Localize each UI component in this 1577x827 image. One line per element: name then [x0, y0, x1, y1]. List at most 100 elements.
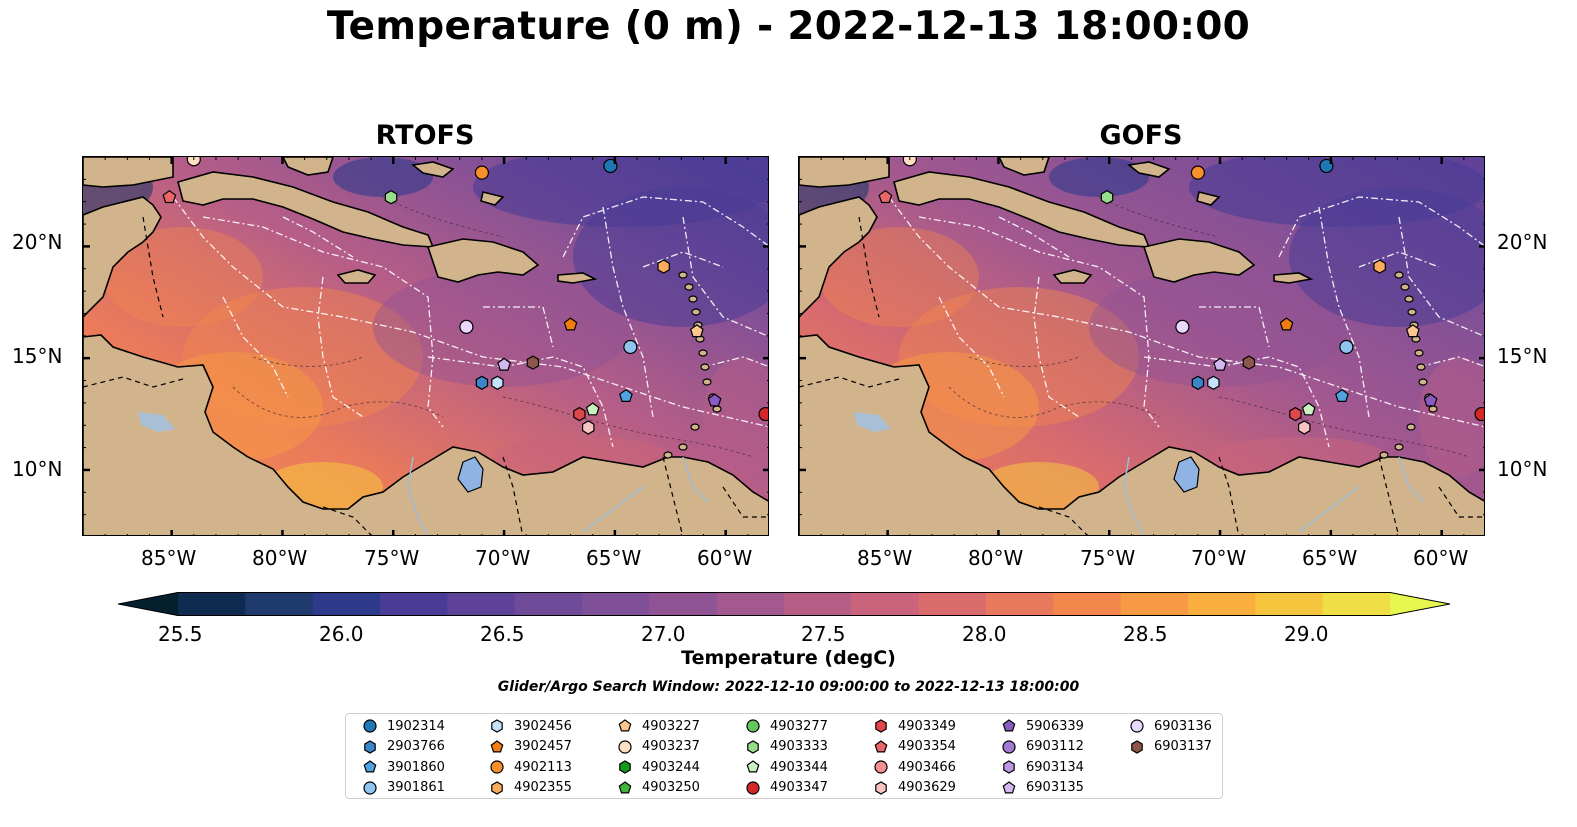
- colorbar-segment: [1322, 592, 1391, 616]
- rtofs-map[interactable]: [82, 156, 769, 536]
- hexagon-marker-icon: [619, 760, 631, 774]
- island: [678, 271, 688, 279]
- legend-item: 5906339: [1001, 717, 1084, 735]
- legend-marker-1902314: [363, 719, 377, 733]
- legend-item: 6903112: [1001, 738, 1084, 756]
- float-3901860-marker: [619, 388, 633, 402]
- legend-label: 4903466: [898, 759, 956, 775]
- colorbar-tick: 26.0: [319, 622, 364, 646]
- border-line: [322, 506, 372, 535]
- land-layer: [83, 157, 768, 535]
- island: [1407, 308, 1417, 316]
- land-polygon: [336, 269, 377, 284]
- country-borders: [799, 216, 1484, 535]
- float-4903354-marker: [878, 189, 893, 204]
- lake-maracaibo: [457, 456, 484, 493]
- legend-item: 4903227: [617, 717, 700, 735]
- rtofs-panel-title: RTOFS: [375, 120, 475, 151]
- colorbar-tick: 28.0: [962, 622, 1007, 646]
- hexagon-marker-icon: [875, 780, 887, 795]
- island: [1418, 378, 1428, 386]
- lon-tick: 75°W: [1080, 546, 1136, 570]
- float-4902355-marker: [1373, 259, 1386, 274]
- lon-tick: 70°W: [475, 546, 531, 570]
- depth-contour: [502, 396, 754, 458]
- legend-item: 4903349: [873, 717, 956, 735]
- circle-marker-icon: [618, 739, 632, 754]
- float-4902113-marker: [1190, 165, 1206, 180]
- lat-tick: 15°N: [1497, 344, 1548, 368]
- float-4902113-marker: [474, 165, 490, 180]
- river-line: [1123, 456, 1144, 535]
- float-4903237-marker: [902, 157, 917, 167]
- region-boundary: [222, 296, 289, 398]
- colorbar-segment: [1053, 592, 1122, 616]
- float-4903349-marker: [573, 406, 586, 422]
- gofs-panel-title: GOFS: [1099, 120, 1183, 151]
- float-4903227-marker: [1405, 324, 1420, 338]
- float-3902456-marker: [491, 375, 504, 390]
- island: [1379, 451, 1389, 459]
- legend-item: 4902113: [489, 758, 572, 776]
- float-markers: [878, 157, 1484, 435]
- legend-label: 4903347: [770, 780, 828, 795]
- float-4902355-marker: [657, 259, 670, 274]
- border-line: [142, 216, 164, 318]
- temperature-patch: [333, 157, 433, 197]
- depth-contour: [1098, 196, 1220, 238]
- colorbar-segment: [918, 592, 987, 616]
- legend-marker-4903629: [875, 780, 887, 795]
- legend-marker-6903137: [1131, 739, 1143, 754]
- lat-tick: 10°N: [12, 457, 63, 481]
- temperature-patch: [473, 157, 768, 227]
- circle-marker-icon: [490, 760, 504, 774]
- region-boundary: [1199, 306, 1270, 348]
- legend-item: 3902457: [489, 738, 572, 756]
- island: [663, 451, 673, 459]
- rivers: [407, 456, 709, 535]
- temperature-patch: [819, 227, 979, 327]
- legend-label: 4903250: [642, 780, 700, 795]
- float-5906339-marker: [707, 393, 722, 407]
- land-polygon: [83, 157, 174, 188]
- lon-tick: 70°W: [1191, 546, 1247, 570]
- legend-marker-4903227: [618, 719, 632, 732]
- legend-marker-6903112: [1002, 739, 1016, 754]
- land-polygon: [799, 196, 878, 319]
- legend-label: 3901861: [387, 780, 445, 795]
- legend-item: 6903134: [1001, 758, 1084, 776]
- region-boundary: [483, 306, 554, 348]
- lon-tick: 85°W: [857, 546, 913, 570]
- gofs-map[interactable]: [798, 156, 1485, 536]
- region-boundary: [1318, 206, 1370, 418]
- legend-marker-4903237: [618, 739, 632, 754]
- river-line: [1298, 486, 1360, 533]
- float-4903347-marker: [1474, 406, 1484, 422]
- colorbar-tick: 25.5: [158, 622, 203, 646]
- legend-label: 6903136: [1154, 718, 1212, 734]
- colorbar-segment: [716, 592, 785, 616]
- hexagon-marker-icon: [875, 719, 887, 733]
- hexagon-marker-icon: [1003, 760, 1015, 774]
- region-boundary: [918, 216, 1160, 428]
- float-4903629-marker: [582, 420, 595, 435]
- circle-marker-icon: [363, 780, 377, 795]
- land-polygon: [411, 161, 455, 178]
- legend-item: 3901860: [362, 758, 445, 776]
- pentagon-marker-icon: [1002, 780, 1016, 793]
- legend-label: 3901860: [387, 759, 445, 775]
- colorbar-segment: [1188, 592, 1256, 616]
- border-line: [1218, 456, 1240, 535]
- island: [1416, 363, 1426, 371]
- float-4903347-marker: [758, 406, 768, 422]
- legend-label: 4903237: [642, 739, 700, 754]
- legend-item: 6903136: [1129, 717, 1212, 735]
- land-polygon: [426, 238, 540, 283]
- colorbar-segment: [312, 592, 381, 616]
- temperature-patches: [799, 157, 1484, 527]
- region-boundary: [562, 196, 768, 258]
- region-boundary: [1278, 196, 1484, 258]
- legend-label: 4903354: [898, 739, 956, 754]
- float-2903766-marker: [475, 375, 489, 390]
- land-polygon: [998, 157, 1050, 176]
